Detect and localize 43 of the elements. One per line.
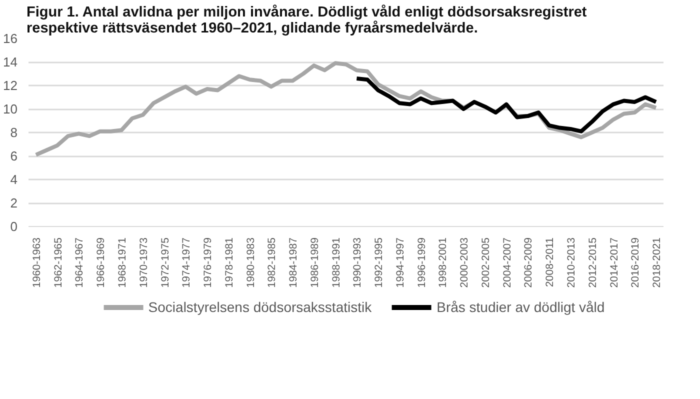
x-tick-label: 1970-1973 bbox=[138, 237, 150, 288]
x-tick-label: 1974-1977 bbox=[180, 237, 193, 288]
x-tick-label: 2010-2013 bbox=[565, 237, 578, 288]
y-tick-label: 16 bbox=[3, 31, 18, 46]
x-tick-label: 1998-2001 bbox=[437, 237, 450, 288]
x-tick-label: 1976-1979 bbox=[202, 237, 214, 288]
x-tick-label: 1978-1981 bbox=[223, 237, 236, 288]
x-tick-label: 2012-2015 bbox=[586, 237, 599, 288]
x-tick-label: 1982-1985 bbox=[266, 237, 278, 288]
x-tick-label: 2006-2009 bbox=[522, 237, 535, 288]
x-tick-label: 2016-2019 bbox=[630, 237, 642, 288]
x-tick-label: 1990-1993 bbox=[352, 237, 364, 288]
legend-label: Brås studier av dödligt våld bbox=[436, 299, 605, 315]
x-tick-label: 1964-1967 bbox=[74, 237, 86, 288]
line-series bbox=[354, 76, 658, 134]
x-tick-label: 2008-2011 bbox=[544, 237, 556, 287]
x-tick-label: 1962-1965 bbox=[52, 237, 64, 288]
legend-label: Socialstyrelsens dödsorsaksstatistik bbox=[148, 299, 372, 315]
x-tick-label: 2018-2021 bbox=[651, 237, 664, 288]
x-tick-label: 1984-1987 bbox=[288, 237, 300, 288]
x-tick-label: 1960-1963 bbox=[30, 237, 43, 288]
x-tick-label: 1972-1975 bbox=[159, 237, 172, 288]
x-tick-label: 2002-2005 bbox=[480, 237, 492, 288]
y-tick-label: 12 bbox=[3, 78, 18, 93]
y-tick-label: 0 bbox=[10, 219, 18, 234]
y-tick-label: 4 bbox=[10, 172, 18, 187]
x-tick-label: 2000-2003 bbox=[458, 237, 471, 288]
y-tick-label: 8 bbox=[10, 125, 18, 140]
y-tick-label: 2 bbox=[10, 196, 18, 210]
x-tick-label: 1994-1997 bbox=[394, 237, 406, 288]
x-tick-label: 1988-1991 bbox=[330, 237, 342, 288]
x-tick-label: 1980-1983 bbox=[244, 237, 257, 288]
chart-title: Figur 1. Antal avlidna per miljon invånare. Dödligt våld enligt dödsorsaksregistret respektive rättsväsendet 1960–2021, glidande fyraårsmedelvärde. bbox=[26, 4, 587, 36]
x-tick-label: 1986-1989 bbox=[308, 237, 321, 288]
y-tick-label: 10 bbox=[3, 102, 18, 116]
x-tick-label: 2004-2007 bbox=[501, 237, 514, 288]
x-tick-label: 1966-1969 bbox=[95, 237, 108, 288]
x-tick-label: 1992-1995 bbox=[373, 237, 386, 288]
x-tick-label: 1996-1999 bbox=[416, 237, 428, 288]
y-tick-label: 6 bbox=[10, 148, 18, 164]
x-tick-label: 2014-2017 bbox=[608, 237, 620, 288]
x-tick-label: 1968-1971 bbox=[116, 237, 129, 288]
y-tick-label: 14 bbox=[3, 54, 18, 70]
